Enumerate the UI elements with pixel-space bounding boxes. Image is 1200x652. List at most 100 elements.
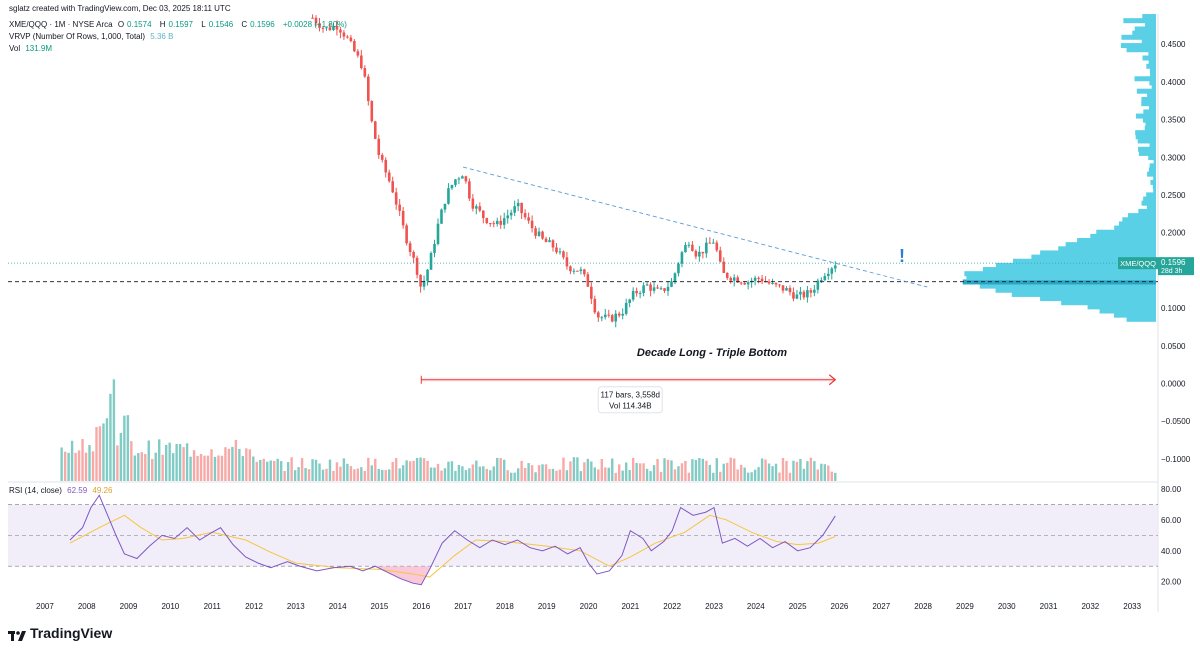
volume-profile-row xyxy=(1135,130,1156,136)
candle-body xyxy=(656,287,659,289)
rsi-tick-label: 40.00 xyxy=(1161,547,1182,556)
candle-body xyxy=(827,273,830,277)
volume-bar xyxy=(335,462,339,481)
candle-body xyxy=(342,32,346,37)
volume-bar xyxy=(722,463,725,481)
volume-bar xyxy=(140,452,143,481)
volume-profile-row xyxy=(1138,146,1156,152)
volume-bar xyxy=(220,455,224,481)
candle-body xyxy=(349,37,353,42)
date-price-range[interactable]: 117 bars, 3,558d Vol 114.34B xyxy=(420,374,837,414)
candle-body xyxy=(412,252,415,258)
volume-bar xyxy=(269,460,272,481)
candle-body xyxy=(377,138,381,155)
volume-bar xyxy=(401,465,405,481)
volume-bar xyxy=(394,458,398,481)
vrvp-legend[interactable]: VRVP (Number Of Rows, 1,000, Total) 5.36… xyxy=(9,32,176,41)
volume-bar xyxy=(569,461,572,481)
volume-bar xyxy=(415,457,419,481)
candle-body xyxy=(520,202,523,214)
candle-body xyxy=(454,179,457,185)
volume-profile-row xyxy=(1126,316,1156,322)
price-axis[interactable]: 0.4500 0.4000 0.3500 0.3000 0.2500 0.2000 0.15… xyxy=(1161,40,1191,586)
time-axis[interactable]: 2007 2008 2009 2010 2011 2012 2013 2014 2015 2016… xyxy=(36,602,1142,611)
tradingview-brand[interactable]: TradingView xyxy=(8,625,112,641)
candle-body xyxy=(457,178,461,180)
volume-profile-row xyxy=(1090,233,1156,239)
volume-bar xyxy=(109,393,112,481)
volume-profile-row xyxy=(1122,217,1156,223)
candle-body xyxy=(792,292,795,299)
volume-bar xyxy=(429,467,433,481)
candle-body xyxy=(652,287,656,291)
range-info-box xyxy=(597,386,663,414)
candle-body xyxy=(802,291,806,298)
volume-bar xyxy=(834,472,837,481)
candle-body xyxy=(405,225,408,244)
candle-body xyxy=(391,181,394,193)
candle-body xyxy=(447,188,450,204)
rsi-legend[interactable]: RSI (14, close) 62.59 49.26 xyxy=(9,486,115,495)
symbol-legend[interactable]: XME/QQQ · 1M · NYSE Arca O 0.1574 H 0.1597… xyxy=(9,20,350,29)
pattern-annotation[interactable]: Decade Long - Triple Bottom xyxy=(637,347,787,359)
volume-profile-row xyxy=(1132,30,1156,36)
candle-body xyxy=(732,277,736,281)
candle-body xyxy=(583,269,586,275)
volume-profile-row xyxy=(1142,55,1156,61)
vrvp-label[interactable]: VRVP (Number Of Rows, 1,000, Total) xyxy=(9,32,146,41)
candle-body xyxy=(809,290,813,293)
price-tick-label: 0.0500 xyxy=(1161,342,1186,351)
volume-histogram xyxy=(60,379,837,481)
volume-legend[interactable]: Vol 131.9M xyxy=(9,44,55,53)
candle-body xyxy=(482,210,485,219)
volume-profile-row xyxy=(1096,229,1156,235)
candle-body xyxy=(771,282,774,284)
candle-body xyxy=(464,176,468,182)
volume-bar xyxy=(649,471,652,481)
volume-bar xyxy=(192,450,196,481)
volume-bar xyxy=(95,427,98,481)
trendline[interactable] xyxy=(462,166,928,288)
candle-body xyxy=(677,263,680,274)
candle-body xyxy=(659,288,663,290)
volume-profile-row xyxy=(1135,134,1156,140)
candle-body xyxy=(680,252,684,264)
volume-bar xyxy=(217,455,220,481)
volume-bar xyxy=(151,458,154,481)
volume-profile-row xyxy=(1127,213,1156,219)
volume-bar xyxy=(565,470,569,481)
volume-profile-row xyxy=(1144,22,1156,28)
close-label: C xyxy=(241,20,248,29)
time-tick-label: 2021 xyxy=(621,602,639,611)
candle-body xyxy=(788,288,792,293)
candle-body xyxy=(590,286,593,299)
volume-bar xyxy=(816,469,820,481)
candle-body xyxy=(565,257,569,267)
volume-bar xyxy=(516,468,520,481)
candle-body xyxy=(415,257,419,275)
volume-bar xyxy=(656,458,659,481)
candle-body xyxy=(760,278,764,282)
volume-bar xyxy=(360,467,363,481)
candle-body xyxy=(746,282,750,285)
volume-bar xyxy=(196,456,199,481)
volume-bar xyxy=(433,467,436,481)
volume-bar xyxy=(436,463,440,481)
volume-bar xyxy=(698,458,701,481)
vol-label[interactable]: Vol xyxy=(9,44,21,53)
time-tick-label: 2028 xyxy=(914,602,932,611)
candle-body xyxy=(513,206,516,213)
volume-profile-row xyxy=(1153,175,1156,181)
volume-profile-row xyxy=(1141,96,1156,102)
rsi-label[interactable]: RSI (14, close) xyxy=(9,486,62,495)
volume-bar xyxy=(774,463,778,481)
symbol-name[interactable]: XME/QQQ · 1M · NYSE Arca xyxy=(9,20,113,29)
volume-bar xyxy=(391,462,394,481)
volume-bar xyxy=(255,461,258,481)
volume-bar xyxy=(318,463,321,481)
time-tick-label: 2020 xyxy=(580,602,598,611)
candle-body xyxy=(603,314,607,318)
volume-bar xyxy=(509,472,513,481)
volume-bar xyxy=(123,415,126,481)
